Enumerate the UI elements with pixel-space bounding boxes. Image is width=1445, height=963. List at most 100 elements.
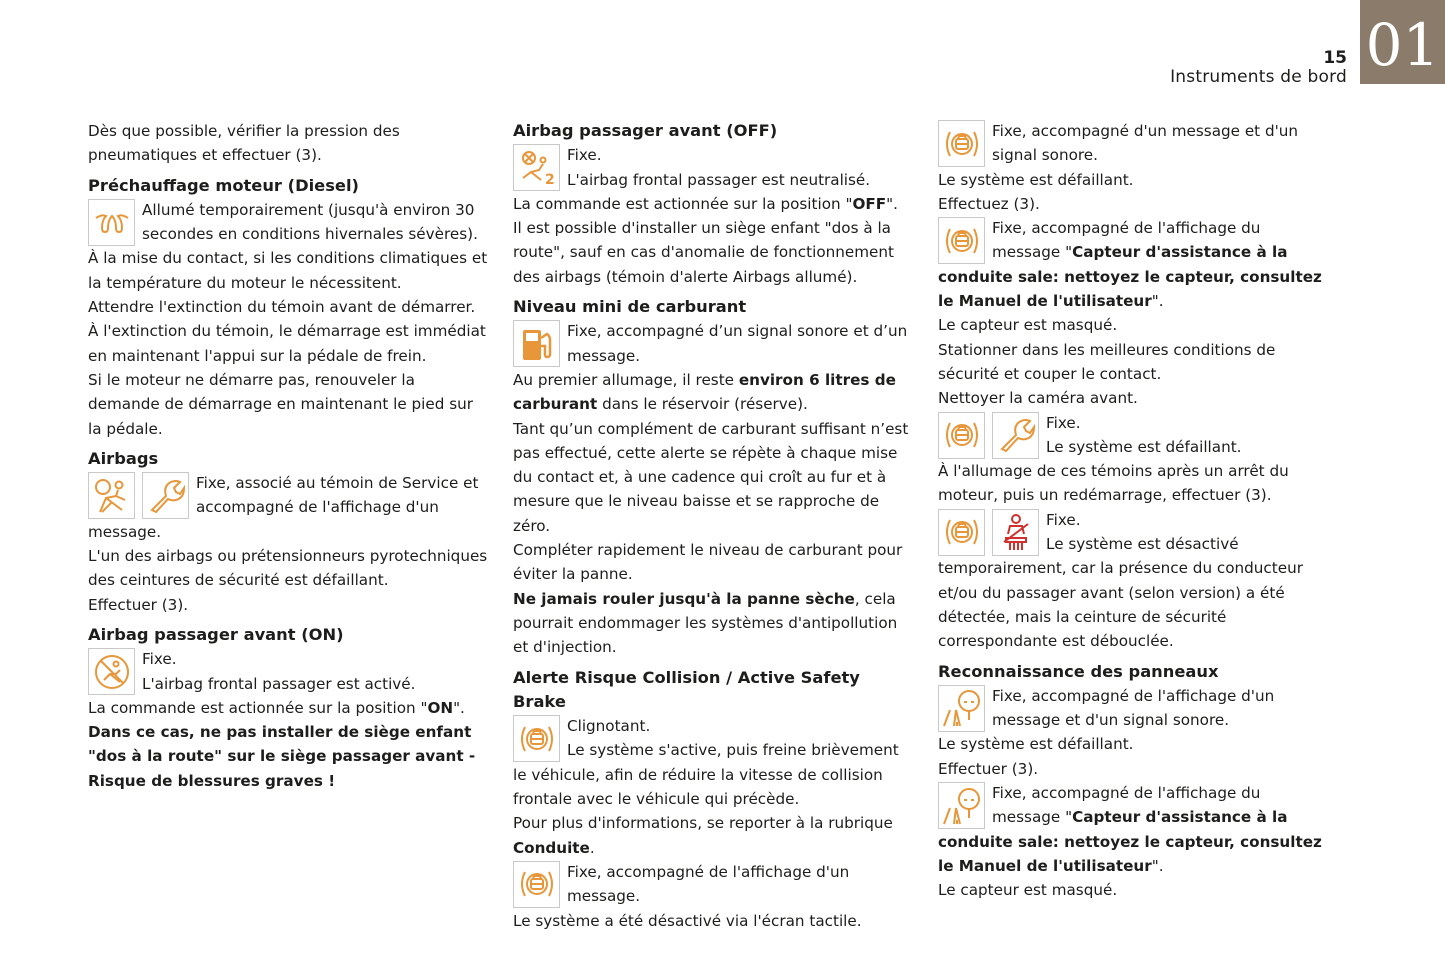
text-segment: Fixe, accompagné d'un message et d'un si… xyxy=(992,122,1299,165)
section-heading: Airbags xyxy=(88,447,488,471)
text-segment: Alerte Risque Collision / Active Safety … xyxy=(513,667,860,711)
collision-alert-icon xyxy=(938,217,985,265)
collision-alert-icon xyxy=(513,860,560,908)
warning-light-icons xyxy=(938,217,985,265)
text-segment: La commande est actionnée sur la positio… xyxy=(513,194,853,213)
text-segment: ". xyxy=(886,194,898,213)
paragraph: Le capteur est masqué. xyxy=(938,878,1323,902)
text-segment: . xyxy=(589,838,595,857)
item-text: Fixe, accompagné de l'affichage du messa… xyxy=(938,781,1323,878)
item-text: Fixe. xyxy=(88,647,488,671)
warning-light-icons xyxy=(513,860,560,908)
section-heading: Reconnaissance des panneaux xyxy=(938,660,1323,684)
text-segment: Fixe, accompagné de l'affichage d'un mes… xyxy=(567,862,850,906)
text-segment: À la mise du contact, si les conditions … xyxy=(88,249,488,292)
text-segment: Le capteur est masqué. xyxy=(938,881,1118,900)
warning-light-icons xyxy=(938,508,1039,556)
bold-text: ON xyxy=(427,698,454,717)
warning-light-icons xyxy=(513,320,560,368)
collision-alert-icon xyxy=(938,508,985,556)
svg-text:2: 2 xyxy=(545,172,555,188)
item-text: Fixe. xyxy=(938,411,1323,435)
section-heading: Airbag passager avant (ON) xyxy=(88,623,488,647)
text-segment: Au premier allumage, il reste xyxy=(513,370,739,389)
paragraph: Dès que possible, vérifier la pression d… xyxy=(88,119,488,168)
item-text: Clignotant. xyxy=(513,714,913,738)
item-text: Le système est désactivé temporairement,… xyxy=(938,532,1323,653)
text-segment: Clignotant. xyxy=(567,717,651,736)
text-segment: Fixe, accompagné de l'affichage du messa… xyxy=(992,784,1261,827)
sign-recognition-icon xyxy=(938,684,985,732)
warning-light-item: Fixe, accompagné d’un signal sonore et d… xyxy=(513,319,913,368)
text-segment: Il est possible d'installer un siège enf… xyxy=(513,219,894,286)
paragraph: Effectuez (3). xyxy=(938,192,1323,216)
warning-light-item: Fixe, accompagné de l'affichage d'un mes… xyxy=(513,860,913,909)
warning-light-item: Fixe, accompagné de l'affichage d'un mes… xyxy=(938,684,1323,733)
text-segment: Effectuer (3). xyxy=(88,595,189,614)
text-segment: Le système est désactivé temporairement,… xyxy=(938,535,1303,651)
text-segment: Le système est défaillant. xyxy=(938,170,1134,189)
section-title: Instruments de bord xyxy=(1170,67,1347,87)
bold-text: Dans ce cas, ne pas installer de siège e… xyxy=(88,723,476,790)
bold-text: environ 6 litres de carburant xyxy=(513,370,896,414)
paragraph: Compléter rapidement le niveau de carbur… xyxy=(513,538,913,587)
warning-light-item: Fixe, accompagné d'un message et d'un si… xyxy=(938,119,1323,168)
paragraph: Le système a été désactivé via l'écran t… xyxy=(513,909,913,933)
paragraph: À la mise du contact, si les conditions … xyxy=(88,246,488,295)
item-text: Le système s'active, puis freine brièvem… xyxy=(513,738,913,811)
airbag-icon xyxy=(88,472,135,520)
text-segment: ". xyxy=(1151,292,1164,311)
paragraph: Au premier allumage, il reste environ 6 … xyxy=(513,368,913,417)
text-segment: Le système s'active, puis freine brièvem… xyxy=(513,741,899,809)
text-segment: Fixe, associé au témoin de Service et ac… xyxy=(88,474,479,541)
paragraph: Il est possible d'installer un siège enf… xyxy=(513,216,913,289)
warning-light-icons xyxy=(88,648,135,696)
text-segment: Airbag passager avant (ON) xyxy=(88,624,344,644)
text-segment: Pour plus d'informations, se reporter à … xyxy=(513,814,893,833)
item-text: Fixe, accompagné d’un signal sonore et d… xyxy=(513,319,913,368)
paragraph: Attendre l'extinction du témoin avant de… xyxy=(88,295,488,319)
warning-light-icons xyxy=(938,120,985,167)
text-segment: Le système a été désactivé via l'écran t… xyxy=(513,911,862,930)
sign-recognition-icon xyxy=(938,782,985,830)
item-text: Fixe. xyxy=(513,143,913,167)
airbag-off-icon: 2 xyxy=(513,144,560,192)
paragraph: La commande est actionnée sur la positio… xyxy=(513,192,913,216)
text-segment: , cela pourrait endommager les systèmes … xyxy=(513,589,898,657)
text-segment: À l'allumage de ces témoins après un arr… xyxy=(938,462,1289,505)
text-segment: Le système est défaillant. xyxy=(938,735,1134,754)
paragraph: Le système est défaillant. xyxy=(938,732,1323,756)
warning-light-icons xyxy=(938,684,985,732)
paragraph: Nettoyer la caméra avant. xyxy=(938,386,1323,410)
text-segment: Si le moteur ne démarre pas, renouveler … xyxy=(88,370,473,438)
paragraph: La commande est actionnée sur la positio… xyxy=(88,696,488,720)
warning-light-icons xyxy=(88,472,189,520)
text-segment: Le capteur est masqué. xyxy=(938,316,1118,335)
warning-light-item: 2 Fixe. L'airbag frontal passager est neut… xyxy=(513,143,913,192)
airbag-on-icon xyxy=(88,648,135,696)
item-text: Fixe, associé au témoin de Service et ac… xyxy=(88,471,488,544)
collision-alert-icon xyxy=(513,715,560,763)
text-segment: Fixe, accompagné d’un signal sonore et d… xyxy=(567,322,908,365)
text-segment: Fixe. xyxy=(142,650,177,669)
paragraph: Tant qu’un complément de carburant suffi… xyxy=(513,417,913,538)
text-segment: Stationner dans les meilleures condition… xyxy=(938,340,1276,383)
bold-text: Capteur d'assistance à la conduite sale:… xyxy=(938,243,1322,311)
warning-light-icons xyxy=(513,715,560,763)
paragraph: L'un des airbags ou prétensionneurs pyro… xyxy=(88,544,488,593)
warning-light-item: Clignotant. Le système s'active, puis fre… xyxy=(513,714,913,811)
item-text: Fixe, accompagné d'un message et d'un si… xyxy=(938,119,1323,168)
text-segment: dans le réservoir (réserve). xyxy=(597,395,808,414)
paragraph: Le capteur est masqué. xyxy=(938,313,1323,337)
seatbelt-icon xyxy=(992,508,1039,556)
text-segment: Effectuez (3). xyxy=(938,194,1040,213)
item-text: Fixe. xyxy=(938,508,1323,532)
paragraph: À l'allumage de ces témoins après un arr… xyxy=(938,459,1323,508)
paragraph: Le système est défaillant. xyxy=(938,168,1323,192)
text-segment: Préchauffage moteur (Diesel) xyxy=(88,175,359,195)
text-segment: ". xyxy=(1151,856,1164,875)
text-segment: ". xyxy=(453,698,465,717)
warning-light-item: Fixe, associé au témoin de Service et ac… xyxy=(88,471,488,544)
paragraph: Pour plus d'informations, se reporter à … xyxy=(513,811,913,860)
text-segment: Fixe. xyxy=(1046,510,1081,529)
